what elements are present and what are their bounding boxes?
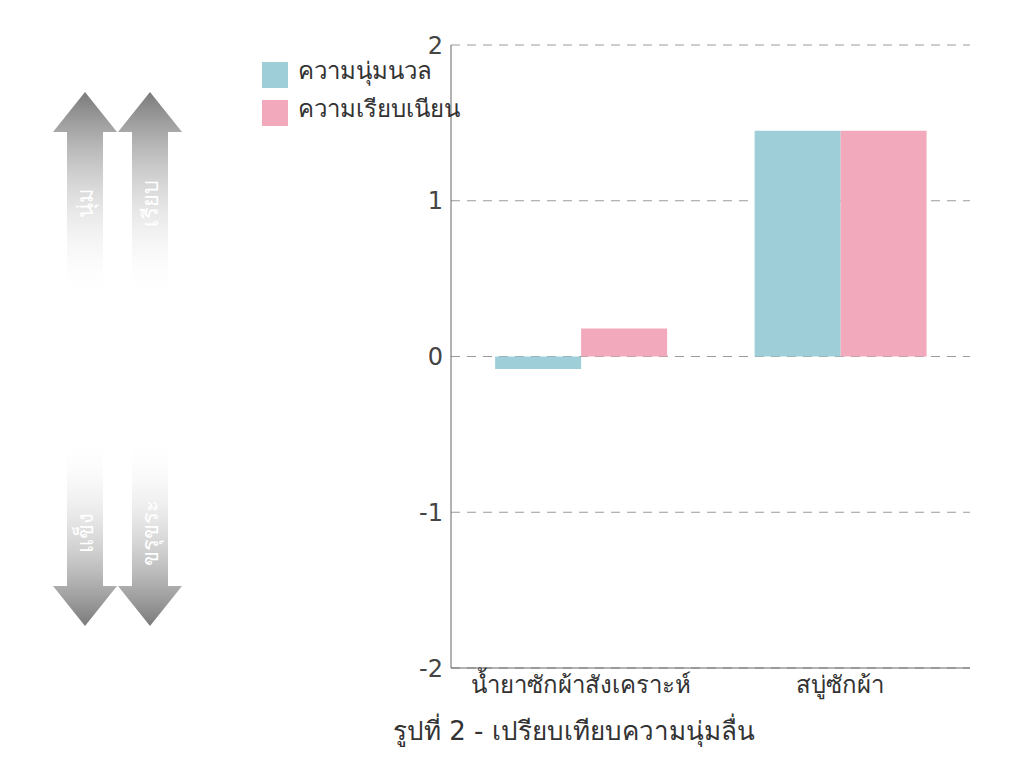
html-text:รูปที่ 2 - เปรียบเทียบความนุ่ม: รูปที่ 2 - เปรียบเทียบความนุ่มลื่น (393, 716, 755, 746)
svg-text:-1: -1 (419, 499, 443, 527)
html-text:ความนุ่มนวล: ความนุ่มนวล (298, 57, 432, 85)
svg-text:1: 1 (428, 187, 443, 215)
svg-text:ขรุขระ: ขรุขระ (138, 500, 164, 566)
svg-text:เรียบ: เรียบ (138, 180, 163, 227)
svg-text:สบู่ซักผ้า: สบู่ซักผ้า (796, 671, 884, 700)
svg-text:-2: -2 (419, 655, 443, 683)
svg-text:น้ำยาซักผ้าสังเคราะห์: น้ำยาซักผ้าสังเคราะห์ (471, 667, 691, 699)
svg-text:นุ่ม: นุ่ม (73, 188, 99, 218)
html-text:ความเรียบเนียน: ความเรียบเนียน (298, 95, 460, 123)
svg-text:2: 2 (428, 32, 443, 60)
svg-text:0: 0 (428, 343, 443, 371)
svg-text:แข็ง: แข็ง (71, 513, 98, 553)
